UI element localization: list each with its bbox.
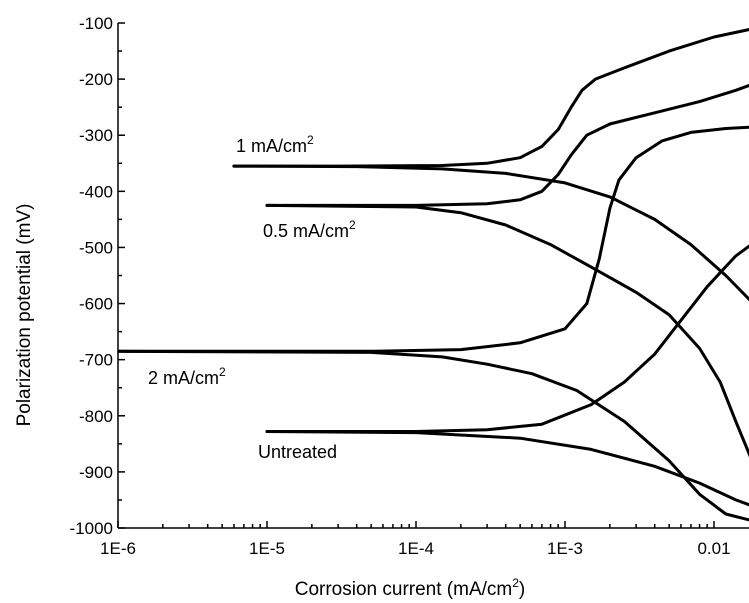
series-cathodic-curve: [265, 430, 749, 507]
x-axis-title-tail: ): [519, 579, 525, 600]
x-tick-label: 1E-4: [398, 539, 434, 558]
series-label: 1 mA/cm2: [236, 133, 314, 156]
x-axis-title-sup: 2: [512, 576, 519, 590]
series-anodic-curve: [118, 125, 749, 353]
y-axis-title: Polarization potential (mV): [14, 204, 35, 427]
y-tick-label: -100: [79, 14, 113, 33]
series-label: Untreated: [258, 442, 337, 462]
series-label: 0.5 mA/cm2: [263, 218, 356, 241]
series-label-sup: 2: [349, 218, 356, 232]
series-label-sup: 2: [219, 365, 226, 379]
x-tick-label: 1E-3: [547, 539, 583, 558]
series-anodic-curve: [265, 83, 749, 207]
plot-area: [118, 28, 749, 522]
series-cathodic-curve: [265, 203, 749, 458]
y-tick-label: -400: [79, 182, 113, 201]
y-tick-label: -1000: [70, 519, 113, 538]
series-label-main: 1 mA/cm: [236, 136, 307, 156]
y-tick-label: -900: [79, 463, 113, 482]
series-label-main: Untreated: [258, 442, 337, 462]
y-tick-label: -600: [79, 295, 113, 314]
y-tick-label: -200: [79, 70, 113, 89]
series-cathodic-curve: [232, 164, 749, 302]
x-axis-title: Corrosion current (mA/cm2): [295, 576, 526, 600]
series-label-main: 0.5 mA/cm: [263, 221, 349, 241]
series-cathodic-curve: [118, 349, 749, 522]
y-tick-label: -800: [79, 407, 113, 426]
y-tick-label: -500: [79, 238, 113, 257]
x-tick-label: 0.01: [697, 539, 730, 558]
x-axis-title-main: Corrosion current (mA/cm: [295, 579, 513, 600]
x-tick-label: 1E-6: [100, 539, 136, 558]
y-tick-label: -700: [79, 351, 113, 370]
series-label: 2 mA/cm2: [148, 365, 226, 388]
y-tick-label: -300: [79, 126, 113, 145]
series-anodic-curve: [232, 28, 749, 168]
x-tick-label: 1E-5: [249, 539, 285, 558]
series-label-sup: 2: [307, 133, 314, 147]
series-anodic-curve: [265, 244, 749, 433]
series-label-main: 2 mA/cm: [148, 368, 219, 388]
axes: -100 -200 -300 -400 -500 -600 -700 -800 -900 -100…: [70, 14, 749, 558]
